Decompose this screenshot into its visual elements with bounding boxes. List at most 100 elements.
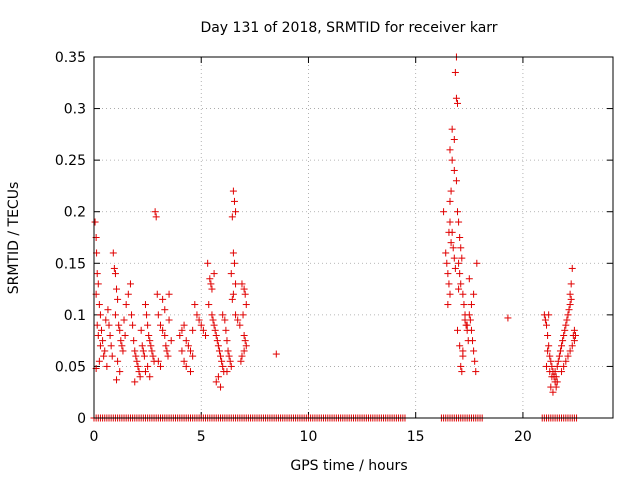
data-point: [547, 357, 555, 365]
data-point: [154, 311, 162, 319]
data-point: [210, 270, 218, 278]
x-tick-label: 0: [90, 429, 99, 445]
data-point: [211, 326, 219, 334]
data-point: [134, 362, 142, 370]
data-point: [199, 326, 207, 334]
data-point: [471, 357, 479, 365]
data-point: [151, 208, 159, 216]
data-point: [119, 347, 127, 355]
data-point: [98, 326, 106, 334]
data-point: [444, 301, 452, 309]
data-point: [449, 244, 457, 252]
data-point: [208, 311, 216, 319]
data-point: [107, 342, 115, 350]
data-point: [165, 290, 173, 298]
data-point: [133, 357, 141, 365]
x-axis-label: GPS time / hours: [290, 458, 407, 474]
data-point: [182, 362, 190, 370]
data-point: [467, 326, 475, 334]
data-point: [454, 99, 462, 107]
data-point: [561, 326, 569, 334]
data-point: [562, 321, 570, 329]
data-point: [164, 352, 172, 360]
data-point: [454, 208, 462, 216]
data-point: [446, 146, 454, 154]
data-point: [114, 295, 122, 303]
data-point: [470, 290, 478, 298]
data-point: [93, 321, 101, 329]
data-point: [465, 275, 473, 283]
data-point: [91, 218, 99, 226]
data-point: [564, 311, 572, 319]
data-point: [110, 264, 118, 272]
data-point: [547, 383, 555, 391]
data-point: [552, 373, 560, 381]
data-point: [139, 347, 147, 355]
data-point: [566, 347, 574, 355]
y-tick-label: 0.05: [55, 359, 86, 375]
data-point: [459, 290, 467, 298]
data-point: [566, 301, 574, 309]
data-point: [450, 254, 458, 262]
data-point: [116, 368, 124, 376]
data-point: [214, 373, 222, 381]
data-point: [101, 347, 109, 355]
data-point: [448, 156, 456, 164]
data-point: [126, 280, 134, 288]
data-point: [239, 311, 247, 319]
data-point: [567, 280, 575, 288]
data-point: [457, 362, 465, 370]
data-point: [176, 331, 184, 339]
data-point: [163, 347, 171, 355]
data-point: [206, 275, 214, 283]
data-point: [230, 259, 238, 267]
data-point: [452, 94, 460, 102]
data-point: [238, 352, 246, 360]
data-point: [103, 362, 111, 370]
data-point: [238, 280, 246, 288]
data-point: [450, 136, 458, 144]
data-point: [554, 357, 562, 365]
data-point: [458, 254, 466, 262]
data-point: [504, 314, 512, 322]
data-point: [232, 280, 240, 288]
data-point: [165, 316, 173, 324]
data-point: [469, 337, 477, 345]
data-point: [546, 352, 554, 360]
data-point: [215, 347, 223, 355]
data-point: [230, 197, 238, 205]
data-point: [219, 311, 227, 319]
data-point: [543, 362, 551, 370]
data-point: [222, 326, 230, 334]
data-point: [224, 347, 232, 355]
data-point: [96, 342, 104, 350]
data-point: [167, 337, 175, 345]
data-point: [456, 342, 464, 350]
data-point: [137, 326, 145, 334]
y-axis-label: SRMTID / TECUs: [6, 182, 22, 295]
data-point: [156, 362, 164, 370]
data-point: [442, 249, 450, 257]
y-tick-label: 0.3: [64, 102, 86, 118]
data-point: [229, 249, 237, 257]
data-point: [214, 342, 222, 350]
y-tick-label: 0.15: [55, 256, 86, 272]
data-point: [457, 280, 465, 288]
data-point: [241, 337, 249, 345]
data-point: [448, 125, 456, 133]
data-point: [93, 270, 101, 278]
data-point: [159, 295, 167, 303]
data-point: [544, 331, 552, 339]
data-point: [232, 311, 240, 319]
data-point: [195, 316, 203, 324]
data-point: [455, 218, 463, 226]
data-point: [99, 337, 107, 345]
data-point: [226, 357, 234, 365]
data-point: [113, 376, 121, 384]
data-point: [228, 213, 236, 221]
data-point: [456, 270, 464, 278]
data-point: [149, 352, 157, 360]
data-point: [444, 270, 452, 278]
data-point: [451, 264, 459, 272]
data-point: [568, 264, 576, 272]
